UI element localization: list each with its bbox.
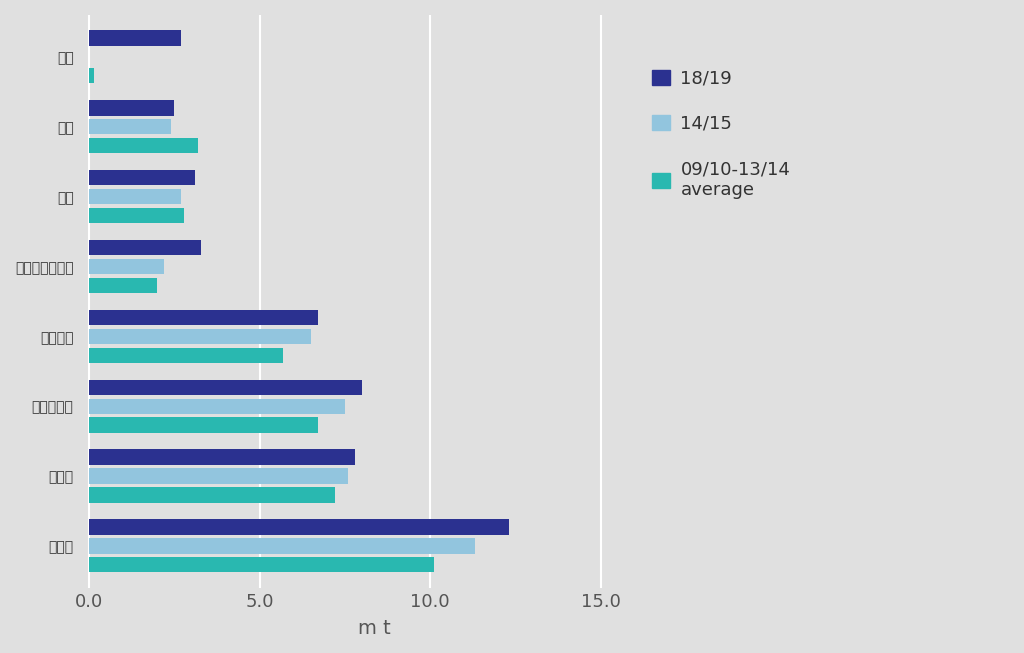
Bar bbox=[89, 68, 94, 84]
Bar bbox=[89, 240, 202, 255]
Bar bbox=[89, 328, 310, 344]
Bar bbox=[89, 417, 317, 433]
Bar bbox=[89, 538, 475, 554]
Bar bbox=[89, 31, 181, 46]
Bar bbox=[89, 310, 317, 325]
Bar bbox=[89, 170, 195, 185]
Bar bbox=[89, 519, 509, 535]
Bar bbox=[89, 398, 345, 414]
Bar bbox=[89, 379, 361, 395]
Bar bbox=[89, 468, 348, 484]
Bar bbox=[89, 100, 174, 116]
Legend: 18/19, 14/15, 09/10-13/14
average: 18/19, 14/15, 09/10-13/14 average bbox=[651, 70, 791, 199]
Bar bbox=[89, 347, 284, 363]
Bar bbox=[89, 278, 157, 293]
Bar bbox=[89, 138, 198, 153]
Bar bbox=[89, 189, 181, 204]
X-axis label: m t: m t bbox=[357, 619, 390, 638]
Bar bbox=[89, 487, 335, 503]
Bar bbox=[89, 449, 355, 465]
Bar bbox=[89, 208, 184, 223]
Bar bbox=[89, 557, 434, 573]
Bar bbox=[89, 259, 164, 274]
Bar bbox=[89, 119, 171, 135]
